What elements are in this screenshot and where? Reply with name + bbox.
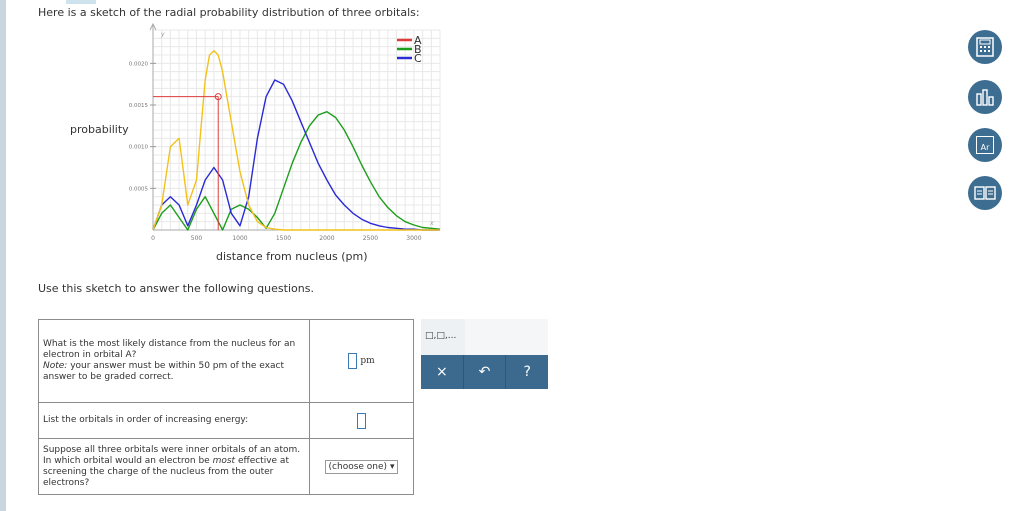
answer-toolbox: □,□,... × ↶ ? bbox=[421, 319, 549, 389]
bar-chart-icon bbox=[976, 89, 994, 106]
legend-label: A bbox=[414, 34, 422, 47]
toolbox-blank bbox=[465, 319, 548, 355]
answer-1-cell: pm bbox=[309, 319, 414, 403]
answer-3-cell: (choose one) ▾ bbox=[309, 438, 414, 495]
x-axis-title: distance from nucleus (pm) bbox=[216, 250, 368, 263]
undo-button[interactable]: ↶ bbox=[463, 355, 507, 389]
x-axis-letter: x bbox=[429, 220, 434, 227]
clear-button[interactable]: × bbox=[421, 355, 464, 389]
x-tick-label: 3000 bbox=[406, 235, 421, 242]
calculator-button[interactable] bbox=[968, 30, 1002, 64]
y-tick-label: 0.0015 bbox=[129, 103, 149, 109]
y-axis-letter: y bbox=[160, 31, 165, 38]
top-tab bbox=[66, 0, 96, 4]
intro-text: Here is a sketch of the radial probabili… bbox=[38, 6, 420, 19]
select-value: (choose one) bbox=[328, 461, 388, 472]
question-1-text: What is the most likely distance from th… bbox=[38, 319, 310, 403]
question-row-1: What is the most likely distance from th… bbox=[38, 319, 414, 403]
question-3-emphasis: most bbox=[212, 455, 236, 466]
question-row-2: List the orbitals in order of increasing… bbox=[38, 402, 414, 439]
order-answer-input[interactable] bbox=[357, 412, 366, 429]
question-2-text: List the orbitals in order of increasing… bbox=[38, 402, 310, 439]
dropdown-arrow-icon: ▾ bbox=[389, 461, 395, 472]
y-axis-arrow bbox=[149, 22, 157, 31]
series-line-B bbox=[152, 111, 441, 231]
x-tick-label: 0 bbox=[151, 235, 155, 242]
answer-2-cell bbox=[309, 402, 414, 439]
left-border bbox=[0, 0, 6, 511]
note-text: your answer must be within 50 pm of the … bbox=[43, 361, 285, 382]
question-1-prompt: What is the most likely distance from th… bbox=[43, 339, 296, 360]
x-tick-label: 2000 bbox=[319, 235, 334, 242]
y-tick-label: 0.0005 bbox=[129, 186, 149, 192]
series-line-unlabeled bbox=[152, 50, 440, 231]
distance-answer-input[interactable] bbox=[348, 353, 358, 369]
periodic-table-icon: Ar bbox=[976, 136, 994, 154]
x-tick-label: 1500 bbox=[276, 235, 291, 242]
unit-label: pm bbox=[360, 356, 375, 366]
x-tick-label: 2500 bbox=[363, 235, 378, 242]
legend-label: C bbox=[414, 52, 422, 65]
question-3-prompt-end: effective at screening the charge of the… bbox=[43, 455, 289, 488]
series-line-C bbox=[152, 79, 440, 231]
crosshair-point bbox=[214, 93, 222, 101]
periodic-symbol: Ar bbox=[980, 143, 990, 152]
reference-book-icon bbox=[974, 186, 996, 200]
y-axis-title: probability bbox=[70, 123, 129, 136]
reference-button[interactable] bbox=[968, 176, 1002, 210]
y-tick-label: 0.0020 bbox=[129, 61, 149, 67]
calculator-icon bbox=[976, 37, 994, 57]
undo-icon: ↶ bbox=[478, 364, 491, 380]
toolbox-template-area: □,□,... bbox=[421, 319, 548, 355]
help-icon: ? bbox=[523, 364, 531, 380]
help-button[interactable]: ? bbox=[506, 355, 549, 389]
note-label: Note: bbox=[43, 361, 68, 371]
data-chart-button[interactable] bbox=[968, 80, 1002, 114]
question-row-3: Suppose all three orbitals were inner or… bbox=[38, 438, 414, 495]
questions-table: What is the most likely distance from th… bbox=[38, 319, 414, 495]
y-tick-label: 0.0010 bbox=[129, 145, 149, 151]
x-tick-label: 500 bbox=[191, 235, 203, 242]
x-tick-label: 1000 bbox=[232, 235, 247, 242]
instructions-text: Use this sketch to answer the following … bbox=[38, 282, 314, 295]
close-icon: × bbox=[435, 364, 448, 380]
legend-label: B bbox=[414, 43, 422, 56]
periodic-table-button[interactable]: Ar bbox=[968, 128, 1002, 162]
toolbox-buttons: × ↶ ? bbox=[421, 355, 549, 389]
question-3-text: Suppose all three orbitals were inner or… bbox=[38, 438, 310, 495]
radial-probability-chart: y x 0 500 1000 1500 2000 2500 3000 0.0005 0.0010 0.… bbox=[129, 22, 441, 242]
orbital-select[interactable]: (choose one) ▾ bbox=[324, 459, 399, 474]
list-template-button[interactable]: □,□,... bbox=[425, 331, 457, 341]
question-3-prompt: Suppose all three orbitals were inner or… bbox=[43, 444, 301, 466]
